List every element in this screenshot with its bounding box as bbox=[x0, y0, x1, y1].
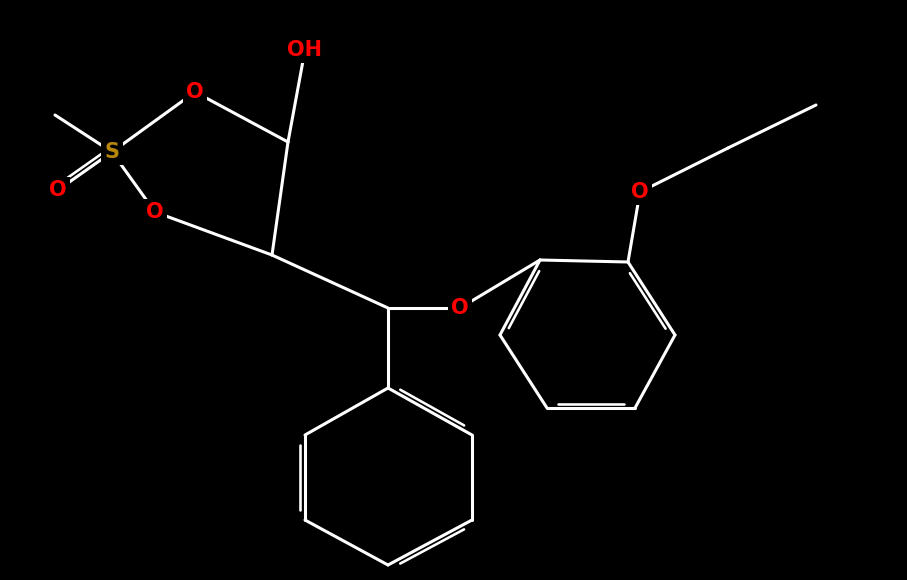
Text: O: O bbox=[146, 202, 164, 222]
Text: O: O bbox=[451, 298, 469, 318]
Text: O: O bbox=[186, 82, 204, 102]
Text: OH: OH bbox=[288, 40, 323, 60]
Text: S: S bbox=[104, 142, 120, 162]
Text: O: O bbox=[631, 182, 649, 202]
Text: O: O bbox=[49, 180, 67, 200]
